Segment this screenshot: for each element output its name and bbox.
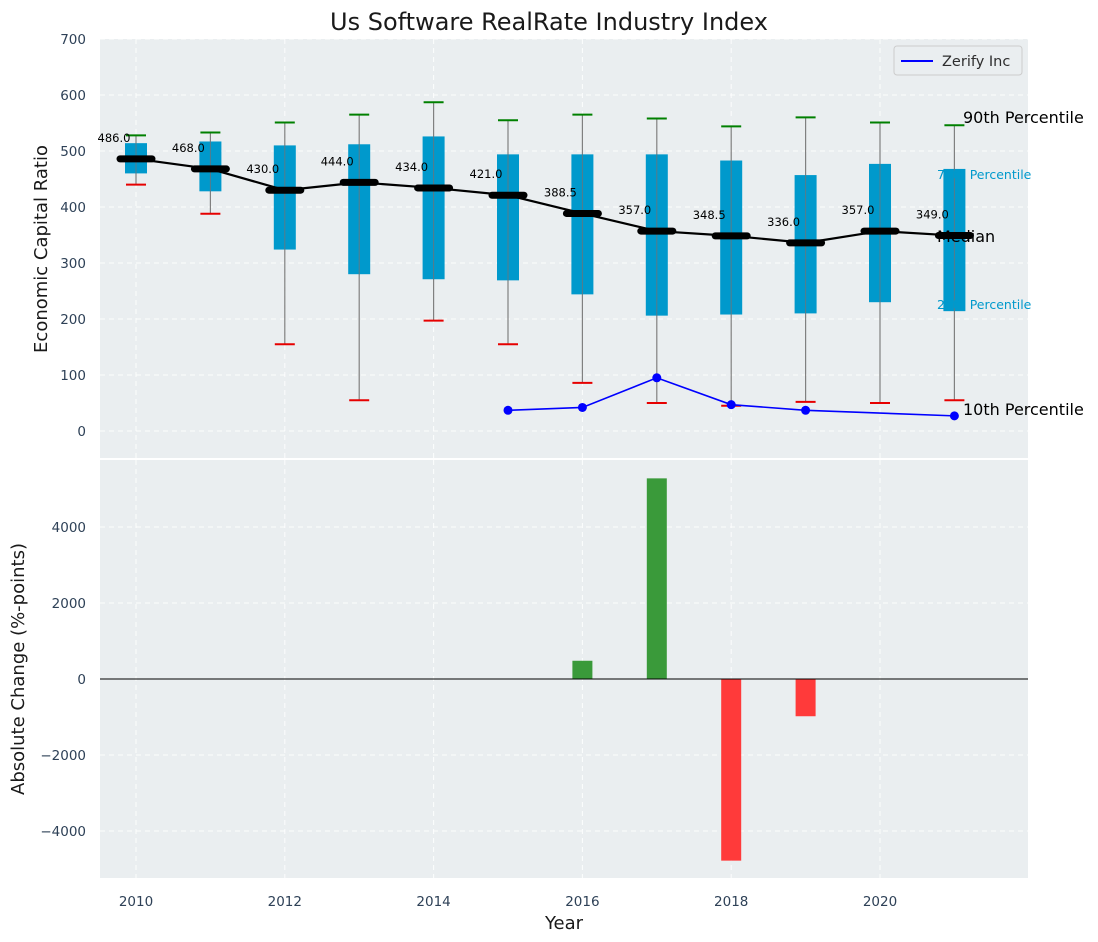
annotation-90th: 90th Percentile xyxy=(963,108,1084,127)
median-data-label: 430.0 xyxy=(246,162,279,176)
bar xyxy=(572,660,593,679)
bottom-y-tick-label: 4000 xyxy=(52,520,86,536)
annotation-75th: 75th Percentile xyxy=(937,167,1032,182)
company-point xyxy=(503,405,513,415)
x-ticks: 2010 2012 2014 2016 2018 2020 xyxy=(119,894,897,910)
company-series xyxy=(503,373,959,421)
annotation-25th: 25th Percentile xyxy=(937,297,1032,312)
legend-label-zerify: Zerify Inc xyxy=(942,54,1010,70)
median-data-label: 349.0 xyxy=(916,208,949,222)
bottom-y-tick-label: 2000 xyxy=(52,596,86,612)
bar-series xyxy=(572,478,816,861)
chart-title: Us Software RealRate Industry Index xyxy=(330,8,768,36)
company-point xyxy=(726,400,736,410)
bottom-panel: −4000 −2000 0 2000 4000 2010 2012 2014 2016 2018… xyxy=(8,460,1028,934)
top-y-tick-label: 0 xyxy=(77,424,86,440)
top-y-tick-label: 300 xyxy=(60,256,86,272)
bottom-y-tick-label: −4000 xyxy=(40,824,86,840)
legend-box xyxy=(893,45,1023,76)
median-data-label: 357.0 xyxy=(842,203,875,217)
x-tick-label: 2012 xyxy=(268,894,302,910)
median-data-label: 468.0 xyxy=(172,141,205,155)
top-y-tick-label: 200 xyxy=(60,312,86,328)
top-y-tick-label: 700 xyxy=(60,32,86,48)
median-data-label: 486.0 xyxy=(98,131,131,145)
top-y-ticks: 0 100 200 300 400 500 600 700 xyxy=(60,32,86,440)
top-y-tick-label: 600 xyxy=(60,88,86,104)
bar xyxy=(721,679,742,861)
bottom-y-tick-label: 0 xyxy=(77,672,86,688)
top-y-tick-label: 400 xyxy=(60,200,86,216)
x-tick-label: 2018 xyxy=(714,894,748,910)
median-data-label: 388.5 xyxy=(544,185,577,199)
top-panel: 0 100 200 300 400 500 600 700 486.0 468.0 430.0 44… xyxy=(31,32,1084,458)
median-data-label: 434.0 xyxy=(395,160,428,174)
company-point xyxy=(949,411,959,421)
annotation-median: Median xyxy=(937,227,995,246)
median-data-label: 421.0 xyxy=(470,167,503,181)
legend: Zerify Inc xyxy=(893,45,1023,76)
company-line xyxy=(507,376,955,417)
company-point xyxy=(577,402,587,412)
x-tick-label: 2010 xyxy=(119,894,153,910)
median-data-label: 348.5 xyxy=(693,208,726,222)
top-y-tick-label: 500 xyxy=(60,144,86,160)
bottom-y-axis-title: Absolute Change (%-points) xyxy=(8,543,29,795)
median-series: 486.0 468.0 430.0 444.0 434.0 421.0 388.5 357.0… xyxy=(98,131,974,247)
bottom-y-ticks: −4000 −2000 0 2000 4000 xyxy=(40,520,86,840)
bar xyxy=(646,478,667,679)
company-point xyxy=(652,373,662,383)
top-y-tick-label: 100 xyxy=(60,368,86,384)
median-data-label: 357.0 xyxy=(618,203,651,217)
median-data-label: 444.0 xyxy=(321,154,354,168)
company-point xyxy=(801,405,811,415)
bar xyxy=(795,679,816,717)
x-axis-title: Year xyxy=(544,913,584,934)
median-data-label: 336.0 xyxy=(767,215,800,229)
x-tick-label: 2016 xyxy=(565,894,599,910)
bottom-plot-area xyxy=(100,460,1028,878)
annotation-10th: 10th Percentile xyxy=(963,400,1084,419)
percentile-annotations: 90th Percentile 75th Percentile Median 2… xyxy=(937,108,1084,419)
top-y-axis-title: Economic Capital Ratio xyxy=(31,145,52,353)
bottom-y-tick-label: −2000 xyxy=(40,748,86,764)
x-tick-label: 2020 xyxy=(863,894,897,910)
x-tick-label: 2014 xyxy=(416,894,450,910)
